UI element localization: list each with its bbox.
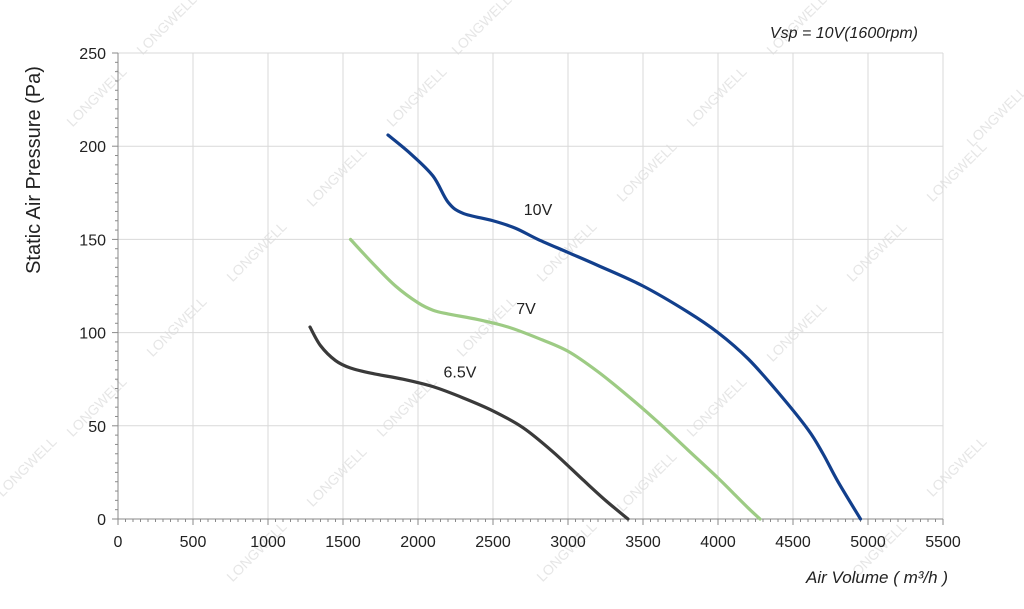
- y-tick-label: 0: [97, 512, 106, 529]
- watermark-text: LONGWELL: [223, 518, 289, 584]
- watermark-text: LONGWELL: [0, 433, 60, 499]
- watermark-text: LONGWELL: [303, 443, 369, 509]
- x-tick-label: 2500: [475, 534, 511, 551]
- y-tick-label: 200: [79, 139, 106, 156]
- top-annotation: Vsp = 10V(1600rpm): [770, 25, 918, 42]
- y-tick-label: 50: [88, 419, 106, 436]
- x-tick-label: 1000: [250, 534, 286, 551]
- series-line-7v: [348, 237, 762, 521]
- y-tick-label: 100: [79, 326, 106, 343]
- watermark-text: LONGWELL: [143, 293, 209, 359]
- x-tick-label: 1500: [325, 534, 361, 551]
- series-layer: [308, 133, 863, 521]
- x-tick-label: 3000: [550, 534, 586, 551]
- x-tick-label: 500: [180, 534, 207, 551]
- axes: [112, 52, 944, 525]
- watermark-text: LONGWELL: [133, 0, 199, 58]
- watermark-text: LONGWELL: [923, 138, 989, 204]
- x-tick-label: 5000: [850, 534, 886, 551]
- series-labels: 10V 7V 6.5V: [444, 202, 553, 381]
- watermark-text: LONGWELL: [223, 218, 289, 284]
- watermark-text: LONGWELL: [448, 0, 514, 58]
- x-tick-label: 4500: [775, 534, 811, 551]
- watermark-text: LONGWELL: [383, 63, 449, 129]
- watermark-text: LONGWELL: [923, 433, 989, 499]
- x-tick-label: 3500: [625, 534, 661, 551]
- series-line-6-5v: [308, 325, 630, 521]
- x-tick-label: 5500: [925, 534, 961, 551]
- watermark-text: LONGWELL: [683, 63, 749, 129]
- x-tick-label: 2000: [400, 534, 436, 551]
- watermark-text: LONGWELL: [963, 83, 1024, 149]
- grid: [118, 52, 944, 519]
- x-tick-label: 0: [114, 534, 123, 551]
- watermark-text: LONGWELL: [843, 218, 909, 284]
- watermark-text: LONGWELL: [763, 298, 829, 364]
- series-line-10v: [386, 133, 863, 521]
- watermark-text: LONGWELL: [63, 63, 129, 129]
- series-label: 6.5V: [444, 364, 477, 381]
- y-axis-title: Static Air Pressure (Pa): [23, 66, 45, 274]
- watermark-text: LONGWELL: [613, 138, 679, 204]
- watermark-text: LONGWELL: [373, 373, 439, 439]
- watermark-text: LONGWELL: [613, 448, 679, 514]
- watermark-text: LONGWELL: [683, 373, 749, 439]
- x-axis-title: Air Volume ( m³/h ): [805, 568, 948, 587]
- y-axis-ticks: 0 50 100 150 200 250: [79, 46, 106, 529]
- y-tick-label: 250: [79, 46, 106, 63]
- watermark-text: LONGWELL: [303, 143, 369, 209]
- series-label: 10V: [524, 202, 553, 219]
- x-tick-label: 4000: [700, 534, 736, 551]
- series-label: 7V: [516, 301, 536, 318]
- x-axis-ticks: 0 500 1000 1500 2000 2500 3000 3500 4000 4500 5000…: [114, 534, 961, 551]
- y-tick-label: 150: [79, 232, 106, 249]
- watermark-text: LONGWELL: [533, 518, 599, 584]
